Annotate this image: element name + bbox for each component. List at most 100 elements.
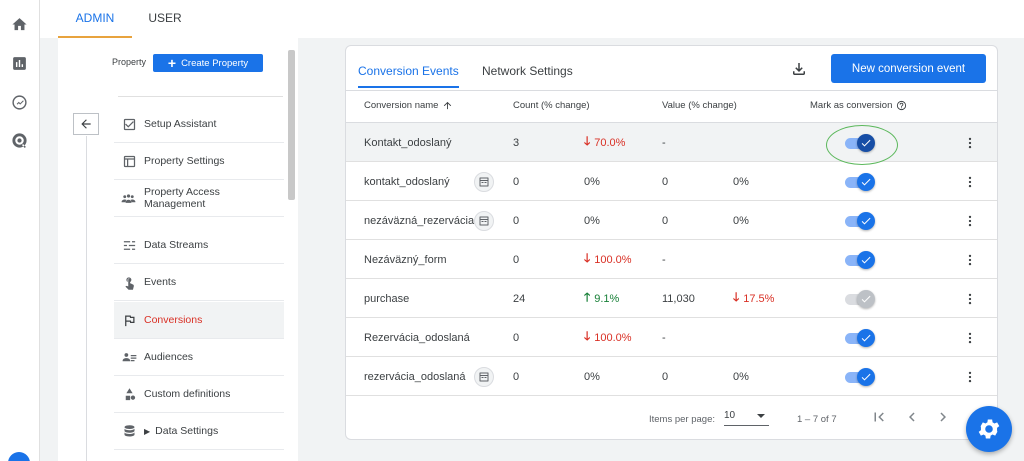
count-change-cell: 0%: [584, 357, 600, 396]
nav-item-events[interactable]: Events: [114, 264, 284, 301]
header-value: Value (% change): [662, 100, 737, 111]
gear-icon: [978, 419, 1000, 439]
back-button[interactable]: [73, 113, 99, 135]
nav-item-property-access-management[interactable]: Property Access Management: [114, 180, 284, 217]
nav-item-data-settings[interactable]: ▶ Data Settings: [114, 413, 284, 450]
more-vert-icon[interactable]: [963, 201, 977, 240]
more-vert-icon[interactable]: [963, 240, 977, 279]
nav-item-data-streams[interactable]: Data Streams: [114, 227, 284, 264]
conversion-name-cell: kontakt_odoslaný: [364, 162, 494, 201]
count-change-cell: 0%: [584, 201, 600, 240]
conversion-name: nezáväzná_rezervácia: [364, 214, 475, 227]
conversions-card: Conversion Events Network Settings New c…: [345, 45, 998, 440]
count-change-value: 100.0%: [594, 253, 632, 266]
table-event-icon[interactable]: [474, 171, 494, 192]
conversion-name: Rezervácia_odoslaná: [364, 331, 470, 344]
new-conversion-event-button[interactable]: New conversion event: [831, 54, 986, 83]
nav-item-conversions[interactable]: Conversions: [114, 302, 284, 339]
count-change-cell: 🡓 100.0%: [584, 318, 632, 357]
checkbox-icon: [114, 117, 144, 132]
value-change-value: 17.5%: [743, 292, 775, 305]
property-column: Property + Create Property Setup Assista…: [58, 38, 298, 461]
table-row[interactable]: Rezervácia_odoslaná 0 🡓 100.0% -: [346, 318, 997, 357]
settings-window-icon: [114, 154, 144, 169]
plus-icon: +: [167, 55, 177, 71]
mark-as-conversion-toggle[interactable]: [845, 250, 875, 269]
mark-as-conversion-toggle[interactable]: [845, 211, 875, 230]
items-per-page-select[interactable]: 10: [724, 406, 769, 426]
advertising-icon[interactable]: [9, 130, 29, 150]
mark-as-conversion-toggle[interactable]: [845, 367, 875, 386]
table-row[interactable]: Kontakt_odoslaný 3 🡓 70.0% -: [346, 123, 997, 165]
table-row[interactable]: kontakt_odoslaný 0 0% 0 0%: [346, 162, 997, 201]
conversion-name: purchase: [364, 292, 410, 305]
next-page-icon[interactable]: [934, 408, 952, 426]
caret-right-icon[interactable]: ▶: [144, 426, 151, 436]
conversion-name-cell: nezáväzná_rezervácia: [364, 201, 494, 240]
count-change-cell: 🡓 70.0%: [584, 123, 625, 162]
more-vert-icon[interactable]: [963, 123, 977, 162]
arrow-down-icon: 🡓: [584, 251, 591, 265]
nav-label: Custom definitions: [144, 388, 231, 400]
conversion-name: Nezáväzný_form: [364, 253, 447, 266]
nav-label: Property Access Management: [143, 186, 220, 210]
more-vert-icon[interactable]: [963, 162, 977, 201]
scrollbar[interactable]: [288, 50, 295, 200]
conversion-name: rezervácia_odoslaná: [364, 370, 466, 383]
prev-page-icon[interactable]: [903, 408, 921, 426]
header-conversion-name[interactable]: Conversion name: [364, 100, 453, 111]
more-vert-icon[interactable]: [963, 357, 977, 396]
count-change-value: 70.0%: [594, 136, 626, 149]
home-icon[interactable]: [9, 14, 29, 34]
help-icon[interactable]: [896, 100, 907, 111]
value-change-cell: 0%: [733, 357, 749, 396]
mark-as-conversion-toggle[interactable]: [845, 289, 875, 308]
table-row[interactable]: nezáväzná_rezervácia 0 0% 0 0%: [346, 201, 997, 240]
nav-label: Conversions: [144, 314, 203, 326]
download-icon[interactable]: [790, 60, 808, 78]
nav-label: Data Streams: [144, 239, 209, 251]
tab-user[interactable]: USER: [148, 11, 182, 25]
reports-icon[interactable]: [9, 53, 29, 73]
tab-admin[interactable]: ADMIN: [58, 0, 132, 38]
tab-network-settings[interactable]: Network Settings: [482, 64, 573, 78]
dropdown-arrow-icon: [757, 414, 765, 418]
table-row[interactable]: Nezáväzný_form 0 🡓 100.0% -: [346, 240, 997, 279]
check-icon: [857, 211, 875, 230]
nav-item-property-settings[interactable]: Property Settings: [114, 143, 284, 180]
header-label: Value (% change): [662, 100, 737, 111]
value-change-cell: 🡓 17.5%: [733, 279, 774, 318]
nav-item-custom-definitions[interactable]: Custom definitions: [114, 376, 284, 413]
value-cell: 0: [662, 214, 669, 227]
user-avatar[interactable]: [8, 452, 30, 461]
shapes-icon: [114, 387, 144, 402]
count-cell: 3: [513, 136, 520, 149]
count-change-value: 9.1%: [594, 292, 620, 305]
header-mark-as-conversion: Mark as conversion: [810, 100, 907, 111]
header-label: Mark as conversion: [810, 100, 893, 111]
pagination-range: 1 – 7 of 7: [797, 414, 837, 425]
mark-as-conversion-cell: [845, 357, 875, 396]
flag-icon: [114, 313, 144, 328]
nav-item-audiences[interactable]: Audiences: [114, 339, 284, 376]
table-row[interactable]: rezervácia_odoslaná 0 0% 0 0%: [346, 357, 997, 396]
header-divider: [346, 122, 997, 123]
settings-fab[interactable]: [966, 406, 1012, 452]
mark-as-conversion-toggle[interactable]: [845, 172, 875, 191]
tab-conversion-events[interactable]: Conversion Events: [358, 58, 459, 88]
explore-icon[interactable]: [9, 92, 29, 112]
table-event-icon[interactable]: [474, 366, 494, 387]
arrow-down-icon: 🡓: [584, 329, 591, 343]
more-vert-icon[interactable]: [963, 318, 977, 357]
arrow-down-icon: 🡓: [584, 134, 591, 148]
table-row[interactable]: purchase 24 🡑 9.1% 11,030 🡓 17.5%: [346, 279, 997, 318]
conversion-name-cell: rezervácia_odoslaná: [364, 357, 494, 396]
count-change-cell: 0%: [584, 162, 600, 201]
more-vert-icon[interactable]: [963, 279, 977, 318]
count-cell: 0: [513, 370, 520, 383]
first-page-icon[interactable]: [870, 408, 888, 426]
create-property-button[interactable]: + Create Property: [153, 54, 263, 72]
nav-item-setup-assistant[interactable]: Setup Assistant: [114, 106, 284, 143]
table-event-icon[interactable]: [474, 210, 494, 231]
mark-as-conversion-toggle[interactable]: [845, 328, 875, 347]
